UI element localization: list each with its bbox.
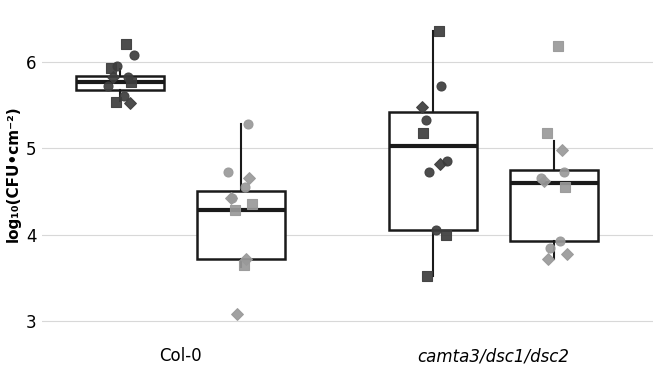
Point <box>559 170 569 175</box>
Point <box>121 42 131 47</box>
Point <box>542 129 552 135</box>
Point <box>442 158 452 164</box>
Point <box>561 250 572 256</box>
Point <box>553 43 563 49</box>
Point <box>434 29 444 35</box>
Point <box>241 256 252 262</box>
Point <box>418 129 428 135</box>
Point <box>244 175 254 181</box>
Point <box>103 83 114 89</box>
Point <box>536 175 546 181</box>
Y-axis label: log₁₀(CFU•cm⁻²): log₁₀(CFU•cm⁻²) <box>5 106 20 242</box>
Point <box>544 244 555 250</box>
Point <box>126 79 136 85</box>
Point <box>422 273 432 279</box>
Point <box>420 118 431 124</box>
Point <box>554 239 565 244</box>
Point <box>435 161 445 167</box>
Point <box>223 170 233 175</box>
Point <box>416 104 427 110</box>
Point <box>123 74 134 80</box>
Point <box>543 256 554 262</box>
Point <box>129 52 139 58</box>
Point <box>560 184 571 190</box>
Point <box>231 311 242 317</box>
Point <box>557 147 567 153</box>
Bar <box>389 112 477 230</box>
Point <box>247 201 258 207</box>
Point <box>225 195 236 201</box>
Point <box>110 99 121 105</box>
Point <box>125 100 135 106</box>
Point <box>119 93 129 99</box>
Point <box>538 178 549 184</box>
Point <box>240 184 250 190</box>
Point <box>243 121 253 127</box>
Point <box>430 227 441 233</box>
Point <box>230 207 241 213</box>
Bar <box>509 170 598 242</box>
Bar <box>76 76 164 90</box>
Point <box>239 262 249 268</box>
Point <box>112 63 123 69</box>
Point <box>107 74 118 80</box>
Point <box>436 83 447 89</box>
Point <box>106 65 117 71</box>
Point <box>440 232 451 237</box>
Point <box>423 170 434 175</box>
Bar <box>196 191 285 259</box>
Point <box>227 195 237 201</box>
